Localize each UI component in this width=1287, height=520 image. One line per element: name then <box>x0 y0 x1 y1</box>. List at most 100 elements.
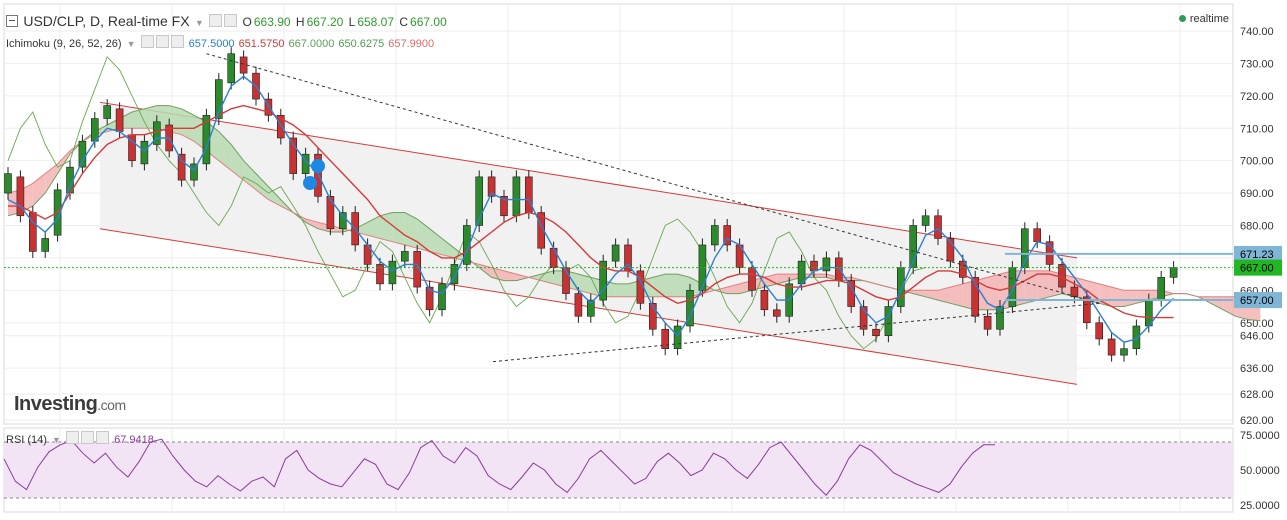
tenkan-sen-line <box>7 75 1175 343</box>
price-label-text: 671.23 <box>1240 249 1274 261</box>
candle-body <box>996 306 1004 330</box>
cloud-segment <box>913 290 926 297</box>
candle-body <box>1070 286 1079 298</box>
candle-body <box>450 264 459 285</box>
ohlc-high-value: 667.20 <box>306 15 344 29</box>
candle-body <box>611 244 620 262</box>
symbol-title: USD/CLP, D, Real-time FX <box>23 13 190 29</box>
cloud-segment <box>516 274 529 281</box>
candle-body <box>190 163 198 181</box>
chevron-down-icon[interactable]: ▼ <box>126 39 136 49</box>
candle-body <box>276 114 285 139</box>
y-tick-label: 620.00 <box>1240 415 1274 427</box>
candle-body <box>586 299 595 317</box>
ichimoku-value-3: 650.6275 <box>338 38 385 50</box>
cloud-segment <box>1037 270 1050 301</box>
candle-body <box>388 260 397 285</box>
cloud-segment <box>652 274 666 297</box>
ohlc-close-label: C <box>399 15 409 29</box>
y-tick-label: 730.00 <box>1240 58 1274 70</box>
ohlc-high-label: H <box>295 15 305 29</box>
cloud-segment <box>925 290 938 301</box>
y-tick-label: 710.00 <box>1240 123 1274 135</box>
cloud-segment <box>256 173 269 200</box>
eye-icon[interactable] <box>140 35 154 48</box>
candle-body <box>748 267 756 291</box>
kijun-sen-line <box>8 104 1174 319</box>
candle-body <box>438 283 446 311</box>
cloud-segment <box>1223 296 1236 317</box>
rsi-tick-label: 50.0000 <box>1240 465 1280 477</box>
y-tick-label: 628.00 <box>1240 389 1274 401</box>
close-icon[interactable] <box>96 431 110 444</box>
eye-icon[interactable] <box>209 14 223 27</box>
candle-body <box>772 309 781 317</box>
eye-icon[interactable] <box>66 431 80 444</box>
candle-body <box>500 196 508 217</box>
y-tick-label: 690.00 <box>1240 188 1274 200</box>
cloud-segment <box>231 144 244 181</box>
cloud-segment <box>367 215 380 239</box>
collapse-icon[interactable] <box>6 15 18 27</box>
candle-body <box>834 257 843 281</box>
chevron-down-icon[interactable]: ▼ <box>52 435 61 445</box>
cloud-segment <box>814 274 827 278</box>
logo-text: Investing <box>14 393 98 415</box>
candle-body <box>326 196 335 230</box>
gear-icon[interactable] <box>81 431 95 444</box>
rsi-label: RSI (14) <box>6 434 47 446</box>
close-icon[interactable] <box>170 35 184 48</box>
cloud-segment <box>132 108 145 129</box>
candle-body <box>896 267 905 307</box>
candle-body <box>859 306 868 330</box>
y-tick-label: 650.00 <box>1240 318 1274 330</box>
ichimoku-value-1: 651.5750 <box>238 38 285 50</box>
candle-body <box>413 251 422 288</box>
candle-body <box>512 176 521 217</box>
gear-icon[interactable] <box>224 14 238 27</box>
candle-body <box>215 79 223 119</box>
candle-body <box>983 315 992 330</box>
candle-body <box>661 328 670 349</box>
candle-body <box>264 98 273 116</box>
senkou-span-b-line <box>7 127 1261 298</box>
y-tick-label: 700.00 <box>1240 156 1274 168</box>
candle-body <box>314 153 322 197</box>
candle-body <box>1169 267 1178 278</box>
candle-body <box>115 108 124 132</box>
ichimoku-value-2: 667.0000 <box>288 38 335 50</box>
candle-body <box>41 238 50 252</box>
candle-body <box>376 264 384 285</box>
candle-body <box>574 293 583 317</box>
rsi-line <box>3 438 995 496</box>
candle-body <box>934 215 942 239</box>
candle-body <box>289 137 298 174</box>
ichimoku-value-0: 657.5000 <box>188 38 235 50</box>
price-label-text: 667.00 <box>1240 263 1274 275</box>
ohlc-open-value: 663.90 <box>253 15 291 29</box>
gear-icon[interactable] <box>155 35 169 48</box>
symbol-header: USD/CLP, D, Real-time FX ▼ O 663.90 H 667.… <box>6 13 449 29</box>
price-label-text: 657.00 <box>1240 295 1274 307</box>
candle-body <box>524 176 533 213</box>
cloud-segment <box>950 283 963 307</box>
ichimoku-header: Ichimoku (9, 26, 52, 26) ▼ 657.5000 651.5… <box>6 35 440 50</box>
chevron-down-icon[interactable]: ▼ <box>194 18 204 28</box>
rsi-band <box>4 442 1233 498</box>
ichimoku-value-4: 657.9900 <box>388 38 435 50</box>
candle-body <box>103 105 111 119</box>
rsi-header: RSI (14) ▼ 67.9418 <box>6 431 156 446</box>
cloud-segment <box>665 274 678 297</box>
cloud-segment <box>578 274 591 294</box>
cloud-segment <box>442 238 455 258</box>
candle-body <box>140 140 149 165</box>
ichimoku-label: Ichimoku (9, 26, 52, 26) <box>6 38 122 50</box>
y-tick-label: 646.00 <box>1240 331 1274 343</box>
investing-logo: Investing.com <box>14 393 126 416</box>
cloud-segment <box>938 287 951 304</box>
candle-body <box>1107 338 1116 356</box>
p-marker-icon <box>303 176 317 190</box>
candle-body <box>884 306 893 337</box>
candle-body <box>971 277 980 317</box>
candle-body <box>921 215 930 226</box>
